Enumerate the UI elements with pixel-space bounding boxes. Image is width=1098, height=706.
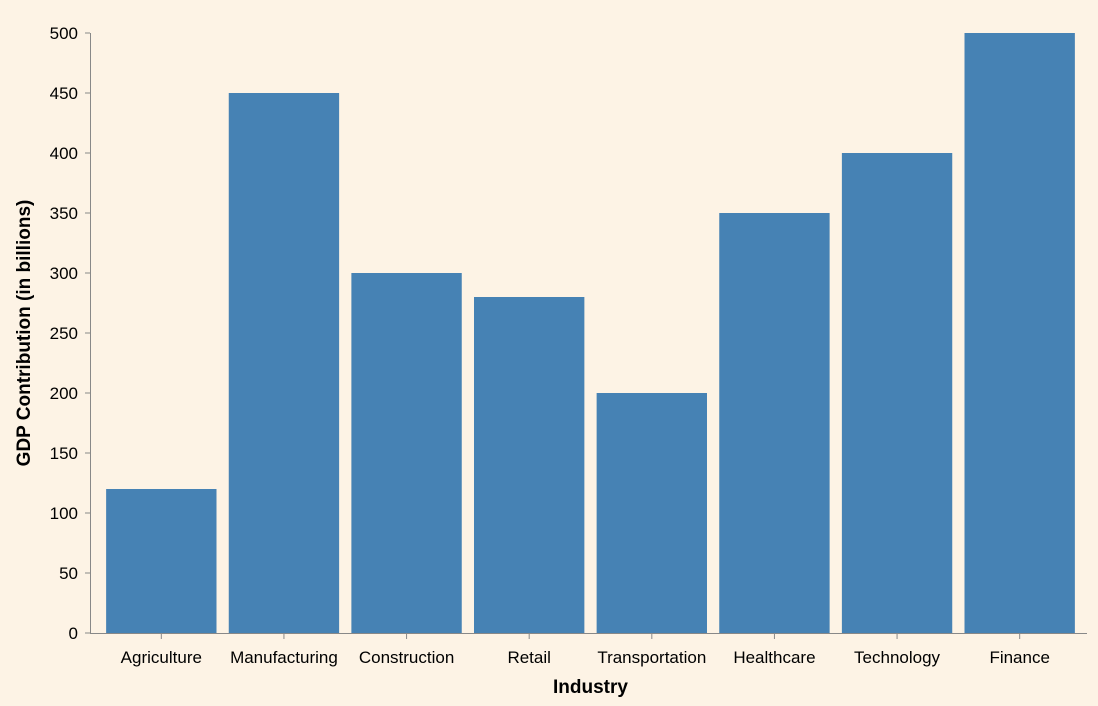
- x-tick-label: Transportation: [597, 648, 706, 667]
- x-axis-title: Industry: [553, 677, 628, 698]
- y-tick-label: 250: [50, 324, 78, 343]
- y-tick-label: 150: [50, 444, 78, 463]
- y-tick-label: 200: [50, 384, 78, 403]
- y-tick-label: 450: [50, 84, 78, 103]
- x-tick-label: Manufacturing: [230, 648, 338, 667]
- bar-transportation: [596, 393, 707, 633]
- y-axis-title: GDP Contribution (in billions): [14, 200, 35, 467]
- bar-retail: [474, 297, 585, 633]
- bar-manufacturing: [228, 93, 340, 633]
- y-tick-label: 350: [50, 204, 78, 223]
- x-tick-label: Healthcare: [733, 648, 815, 667]
- y-tick-label: 50: [59, 564, 78, 583]
- y-tick-label: 100: [50, 504, 78, 523]
- x-tick-label: Technology: [854, 648, 941, 667]
- bar-healthcare: [719, 213, 830, 633]
- x-tick-label: Finance: [989, 648, 1049, 667]
- bars-group: [106, 33, 1075, 633]
- y-tick-label: 500: [50, 24, 78, 43]
- x-tick-label: Construction: [359, 648, 454, 667]
- y-axis: 0 50 100 150 200 250 300 350 400 450 500: [50, 24, 91, 643]
- bar-technology: [841, 153, 953, 633]
- bar-construction: [351, 273, 462, 633]
- y-tick-label: 300: [50, 264, 78, 283]
- bar-finance: [964, 33, 1075, 633]
- bar-agriculture: [106, 489, 217, 633]
- y-tick-label: 0: [69, 624, 78, 643]
- x-tick-label: Retail: [507, 648, 550, 667]
- x-axis: Agriculture Manufacturing Construction Reta…: [90, 633, 1087, 667]
- x-tick-label: Agriculture: [121, 648, 202, 667]
- y-tick-label: 400: [50, 144, 78, 163]
